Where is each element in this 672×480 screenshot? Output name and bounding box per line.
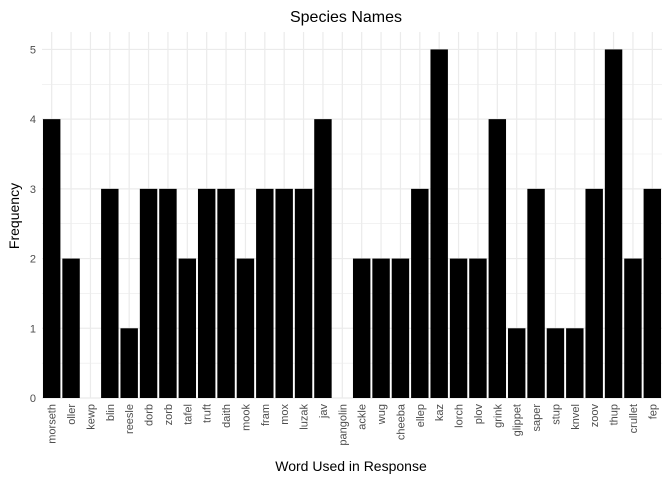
bar-blin [101,188,119,398]
x-tick-label: plov [473,404,485,425]
bar-ellep [411,188,429,398]
bar-mox [275,188,293,398]
x-tick-label: reesle [124,404,136,434]
bar-tafel [178,258,197,398]
bar-stup [546,328,565,398]
bar-daith [217,188,235,398]
x-tick-label: ackle [357,404,369,430]
x-tick-label: thup [609,404,621,425]
bar-reesle [120,328,138,398]
x-tick-label: fep [647,404,659,419]
x-tick-label: zoov [589,404,601,428]
x-tick-label: knvel [570,404,582,430]
x-tick-label: oller [66,404,78,425]
bar-zoov [585,188,603,398]
x-tick-label: mook [240,404,252,431]
bar-mook [236,258,255,398]
bar-zorb [159,188,177,398]
y-tick-label: 5 [30,44,36,56]
x-tick-label: zorb [163,404,175,425]
bar-ackle [352,258,371,398]
x-axis-title: Word Used in Response [275,458,427,474]
bar-fep [643,188,662,398]
x-tick-label: mox [279,404,291,425]
x-tick-label: crullet [628,404,640,433]
bar-fram [256,188,274,398]
x-tick-label: truft [202,404,214,423]
bar-wug [372,258,390,398]
x-tick-label: kewp [85,404,97,430]
bar-dorb [139,188,158,398]
bar-grink [488,119,507,399]
bar-knvel [566,328,584,398]
x-tick-label: pangolin [337,404,349,446]
y-tick-label: 1 [30,323,36,335]
bar-crullet [624,258,642,398]
y-tick-label: 2 [30,254,36,266]
x-tick-label: luzak [299,404,311,430]
x-tick-label: daith [221,404,233,428]
x-tick-label: saper [531,404,543,432]
bar-oller [62,258,80,398]
bar-kaz [430,49,448,399]
chart-title: Species Names [290,9,402,26]
x-tick-label: lorch [454,404,466,428]
x-tick-label: wug [376,404,388,425]
x-tick-label: ellep [415,404,427,427]
x-tick-label: tafel [182,404,194,425]
x-tick-label: stup [550,404,562,425]
bar-lorch [449,258,468,398]
x-tick-label: dorb [144,404,156,426]
y-axis-ticks: 0 1 2 3 4 5 [30,44,36,405]
bars [42,49,662,399]
bar-luzak [294,188,313,398]
x-tick-label: fram [260,404,272,426]
bar-jav [314,119,332,399]
y-tick-label: 4 [30,114,36,126]
x-tick-label: cheeba [395,403,407,440]
x-tick-label: grink [492,404,504,428]
x-tick-label: kaz [434,404,446,421]
bar-thup [604,49,623,399]
x-tick-label: morseth [47,404,59,444]
x-tick-label: blin [105,404,117,421]
bar-glippet [507,328,526,398]
x-tick-label: jav [318,404,330,420]
bar-saper [527,188,545,398]
bar-morseth [42,119,61,399]
bar-cheeba [391,258,410,398]
x-axis-ticks: morseth oller kewp blin reesle dorb zorb tafel t… [47,403,660,445]
y-tick-label: 3 [30,184,36,196]
bar-truft [197,188,216,398]
x-tick-label: glippet [512,404,524,436]
y-tick-label: 0 [30,393,36,405]
bar-plov [469,258,487,398]
y-axis-title: Frequency [6,183,22,249]
